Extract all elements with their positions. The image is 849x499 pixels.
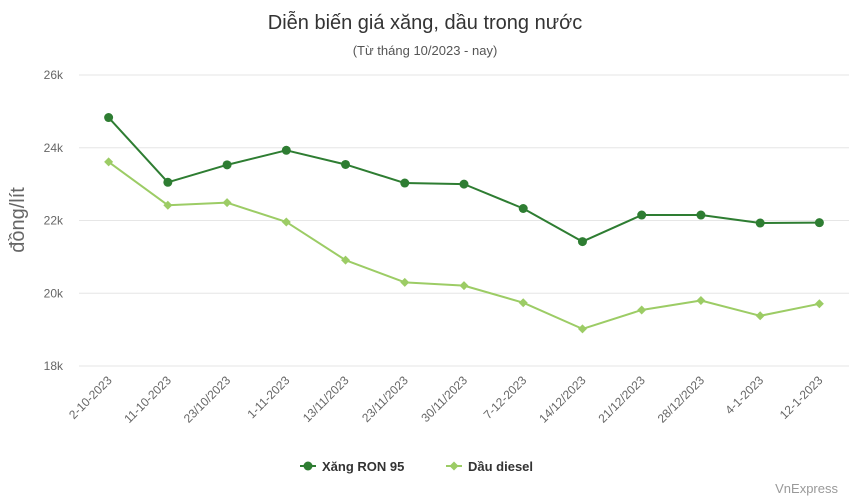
data-point[interactable] [104, 157, 114, 167]
data-point[interactable] [755, 218, 765, 228]
data-point[interactable] [163, 177, 173, 187]
legend-item[interactable]: Dầu diesel [446, 459, 533, 474]
chart-subtitle: (Từ tháng 10/2023 - nay) [353, 43, 498, 58]
x-tick-label: 4-1-2023 [722, 373, 766, 417]
data-point[interactable] [518, 298, 528, 308]
y-tick-label: 24k [44, 141, 64, 155]
data-point[interactable] [104, 113, 114, 123]
data-point[interactable] [814, 299, 824, 309]
y-tick-label: 22k [44, 214, 64, 228]
data-point[interactable] [341, 255, 351, 265]
data-point[interactable] [400, 178, 410, 188]
source-credit: VnExpress [775, 481, 838, 496]
data-point[interactable] [341, 159, 351, 169]
grid-lines [79, 74, 849, 367]
x-tick-label: 11-10-2023 [121, 373, 174, 426]
data-point[interactable] [281, 217, 291, 227]
x-tick-label: 1-11-2023 [244, 373, 292, 421]
y-tick-label: 20k [44, 286, 64, 300]
data-point[interactable] [222, 198, 232, 208]
data-point[interactable] [518, 203, 528, 213]
x-tick-label: 2-10-2023 [66, 373, 115, 422]
data-point[interactable] [755, 311, 765, 321]
x-tick-label: 23/10/2023 [181, 373, 234, 426]
x-axis-ticks: 2-10-2023 11-10-2023 23/10/2023 1-11-2023 13… [66, 373, 826, 426]
data-point[interactable] [696, 210, 706, 220]
legend: Xăng RON 95 Dầu diesel [300, 459, 533, 474]
legend-label: Xăng RON 95 [322, 459, 404, 474]
series-layer [104, 113, 824, 334]
data-point[interactable] [459, 281, 469, 291]
x-tick-label: 21/12/2023 [595, 373, 648, 426]
chart-title: Diễn biến giá xăng, dầu trong nước [268, 11, 582, 34]
series-2 [104, 157, 824, 334]
x-tick-label: 12-1-2023 [777, 373, 826, 422]
series-line [107, 116, 820, 243]
y-tick-label: 26k [44, 68, 64, 82]
data-point[interactable] [222, 160, 232, 170]
legend-item[interactable]: Xăng RON 95 [300, 459, 404, 474]
legend-label: Dầu diesel [468, 459, 533, 474]
x-tick-label: 30/11/2023 [418, 373, 470, 425]
data-point[interactable] [400, 277, 410, 287]
data-point[interactable] [637, 210, 647, 220]
x-tick-label: 23/11/2023 [359, 373, 411, 425]
data-point[interactable] [577, 324, 587, 334]
y-axis-label: đồng/lít [7, 187, 29, 253]
series-1 [104, 113, 824, 247]
data-point[interactable] [281, 145, 291, 155]
legend-marker [449, 461, 459, 471]
x-tick-label: 28/12/2023 [655, 373, 708, 426]
data-point[interactable] [577, 237, 587, 247]
y-tick-label: 18k [44, 359, 64, 373]
data-point[interactable] [637, 305, 647, 315]
x-tick-label: 13/11/2023 [300, 373, 352, 425]
x-tick-label: 14/12/2023 [536, 373, 589, 426]
data-point[interactable] [696, 296, 706, 306]
data-point[interactable] [459, 179, 469, 189]
data-point[interactable] [163, 200, 173, 210]
legend-marker [303, 461, 313, 471]
data-point[interactable] [814, 218, 824, 228]
y-axis-ticks: 18k 20k 22k 24k 26k [44, 68, 64, 373]
x-tick-label: 7-12-2023 [481, 373, 530, 422]
